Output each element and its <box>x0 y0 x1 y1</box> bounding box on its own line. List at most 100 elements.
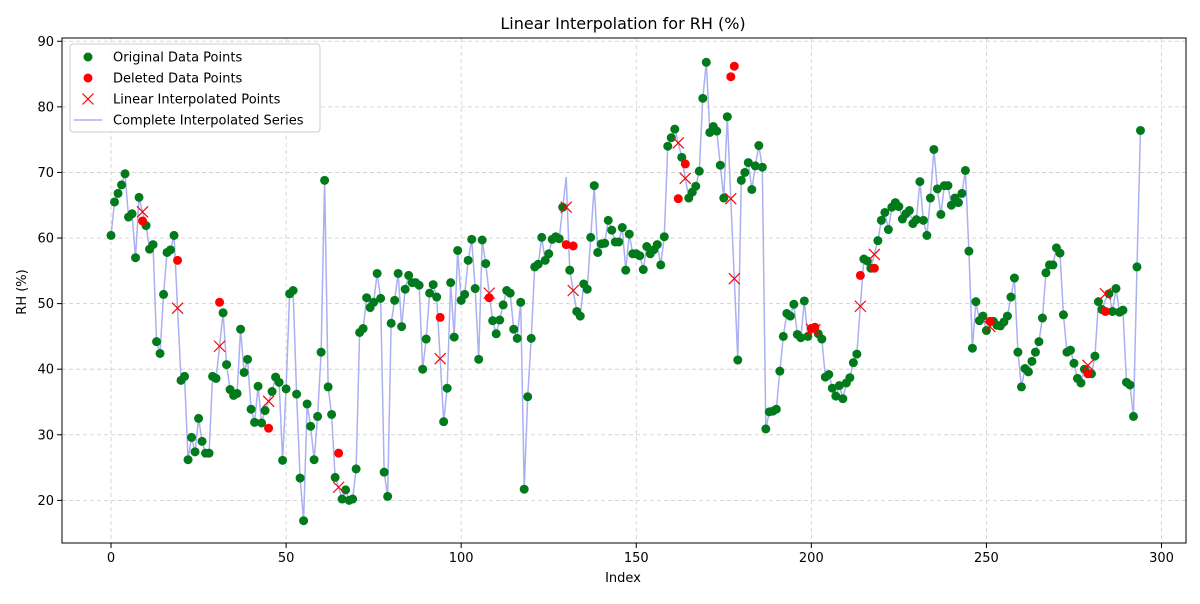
legend: Original Data Points Deleted Data Points L… <box>69 43 321 133</box>
original-data-point <box>624 229 634 239</box>
original-data-point <box>918 215 928 225</box>
plot-frame <box>61 37 1187 544</box>
original-data-point <box>369 297 379 307</box>
original-data-point <box>1013 347 1023 357</box>
original-data-point <box>309 455 319 465</box>
original-data-point <box>883 225 893 235</box>
linear-interpolated-point <box>854 300 867 313</box>
original-data-point <box>1006 292 1016 302</box>
original-data-point <box>218 308 228 318</box>
original-data-point <box>747 185 757 194</box>
original-data-point <box>848 358 858 368</box>
original-data-point <box>523 392 533 402</box>
x-marker-stroke <box>983 320 996 333</box>
x-marker-stroke <box>213 340 226 353</box>
x-marker-stroke <box>560 201 573 214</box>
original-data-point <box>761 424 771 434</box>
original-data-point <box>824 369 834 379</box>
original-data-point <box>393 268 403 278</box>
deleted-data-point <box>561 240 571 250</box>
x-marker-stroke <box>332 481 345 494</box>
original-data-point <box>698 93 708 103</box>
original-data-point <box>586 232 596 242</box>
original-data-point <box>659 232 669 242</box>
original-data-point <box>789 299 799 309</box>
linear-interpolated-point <box>560 201 573 214</box>
original-data-point <box>960 165 970 175</box>
original-data-point <box>880 207 890 217</box>
original-data-point <box>460 289 470 299</box>
original-data-point <box>222 360 232 370</box>
legend-label: Original Data Points <box>113 51 242 66</box>
original-data-point <box>1034 337 1044 347</box>
original-data-point <box>929 144 939 154</box>
original-data-point <box>1048 260 1058 270</box>
original-data-point <box>694 166 704 176</box>
original-data-point <box>589 181 599 191</box>
original-data-point <box>852 349 862 359</box>
original-data-point <box>533 259 543 269</box>
original-data-point <box>131 253 141 263</box>
original-data-point <box>400 284 410 294</box>
original-data-point <box>894 202 904 212</box>
linear-interpolated-point <box>483 287 496 300</box>
original-data-point <box>607 225 617 235</box>
deleted-data-point <box>215 297 225 307</box>
original-data-point <box>106 230 116 240</box>
series-layer <box>106 57 1145 526</box>
original-data-point <box>488 316 498 326</box>
original-data-point <box>323 382 333 392</box>
original-data-point <box>1104 289 1114 299</box>
original-data-point <box>771 404 781 414</box>
original-data-point <box>498 300 508 310</box>
original-data-point <box>358 324 368 334</box>
original-data-point <box>775 366 785 376</box>
original-data-point <box>904 205 914 215</box>
original-data-point <box>817 334 827 344</box>
original-data-point <box>1037 313 1047 323</box>
original-data-point <box>148 240 158 250</box>
original-data-point <box>834 381 844 391</box>
deleted-data-point <box>985 316 995 326</box>
x-marker-stroke <box>679 172 692 185</box>
original-data-point <box>1041 268 1051 278</box>
x-axis-label: Index <box>605 571 641 586</box>
deleted-data-point <box>334 448 344 458</box>
original-data-point <box>432 292 442 302</box>
x-tick-label: 0 <box>107 551 115 566</box>
original-data-point <box>593 247 603 257</box>
original-data-point <box>754 141 764 151</box>
original-data-point <box>519 484 529 494</box>
original-data-point <box>204 448 214 458</box>
original-data-point <box>239 367 249 377</box>
original-data-point <box>621 265 631 275</box>
x-marker-stroke <box>868 248 881 261</box>
legend-item: Original Data Points <box>83 51 242 66</box>
original-data-point <box>295 473 305 483</box>
original-data-point <box>1027 356 1037 366</box>
legend-dot-marker <box>83 73 93 83</box>
original-data-point <box>232 388 242 398</box>
deleted-data-point <box>264 423 274 433</box>
original-data-point <box>330 472 340 482</box>
original-data-point <box>110 197 120 207</box>
original-data-point <box>1135 125 1145 135</box>
original-data-point <box>1076 378 1086 388</box>
y-tick-label: 80 <box>37 100 54 115</box>
original-data-point <box>526 333 536 343</box>
original-data-point <box>152 337 162 347</box>
original-data-point <box>1016 382 1026 392</box>
original-data-point <box>386 318 396 328</box>
original-data-point <box>316 347 326 357</box>
linear-interpolated-point <box>567 284 580 297</box>
original-data-point <box>320 175 330 185</box>
original-data-point <box>614 237 624 247</box>
original-data-point <box>414 280 424 290</box>
original-data-point <box>733 355 743 365</box>
deleted-data-point <box>138 216 148 226</box>
legend-label: Linear Interpolated Points <box>113 93 281 108</box>
original-data-point <box>180 371 190 381</box>
legend-x-marker <box>82 93 94 105</box>
y-tick-label: 60 <box>37 232 54 247</box>
original-data-point <box>313 411 323 421</box>
